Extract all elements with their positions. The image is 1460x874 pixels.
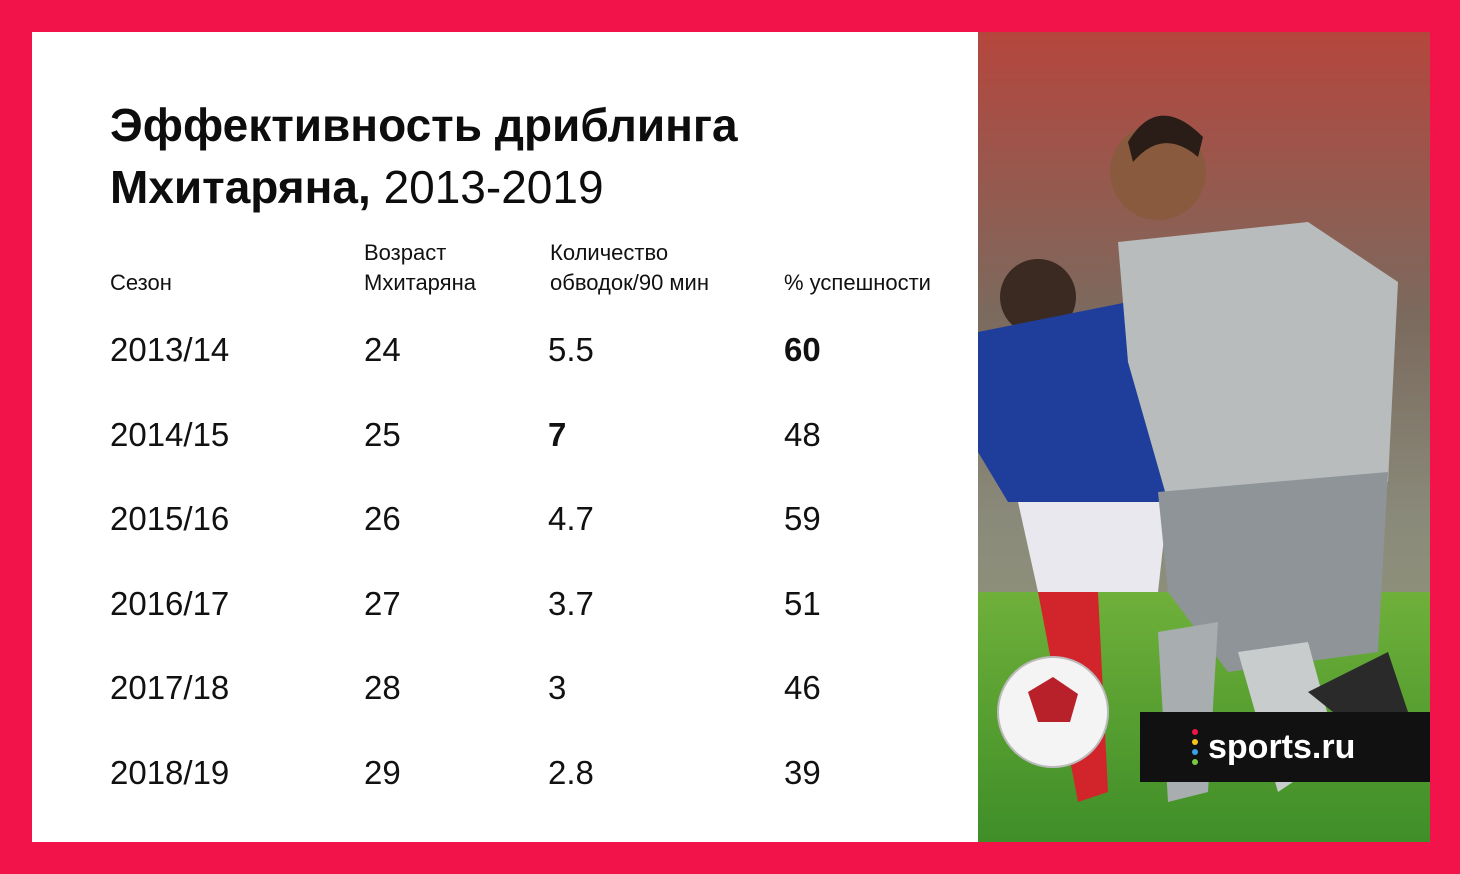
- cell-age: 27: [364, 584, 401, 622]
- header-age: Возраст Мхитаряна: [364, 240, 476, 295]
- cell-season: 2018/19: [110, 753, 230, 791]
- cell-dribbles: 3.7: [548, 584, 594, 622]
- cell-age: 25: [364, 415, 401, 453]
- cell-success: 51: [784, 584, 821, 622]
- logo-dots-icon: [1192, 729, 1198, 765]
- cell-dribbles: 3: [548, 669, 567, 706]
- cell-season: 2013/14: [110, 331, 230, 368]
- cell-age: 28: [364, 669, 401, 706]
- header-success: % успешности: [784, 270, 931, 295]
- logo-text: sports.ru: [1208, 728, 1356, 766]
- title-line-2: Мхитаряна,: [110, 161, 371, 213]
- cell-age: 24: [364, 331, 401, 368]
- title-line-1: Эффективность дриблинга: [110, 99, 738, 151]
- cell-season: 2017/18: [110, 669, 230, 706]
- cell-season: 2014/15: [110, 415, 230, 453]
- cell-dribbles: 4.7: [548, 500, 594, 537]
- title-years: 2013-2019: [383, 161, 604, 213]
- cell-success: 46: [784, 669, 821, 706]
- cell-season: 2015/16: [110, 500, 230, 537]
- cell-success: 60: [784, 331, 821, 368]
- cell-dribbles: 2.8: [548, 753, 594, 791]
- cell-success: 39: [784, 753, 821, 791]
- cell-success: 59: [784, 500, 821, 537]
- cell-season: 2016/17: [110, 584, 230, 622]
- header-season: Сезон: [110, 270, 172, 295]
- header-dribbles: Количество обводок/90 мин: [550, 240, 709, 295]
- stats-panel: Эффективность дриблинга Мхитаряна, 2013-…: [32, 32, 978, 842]
- cell-age: 26: [364, 500, 401, 537]
- cell-dribbles: 7: [548, 415, 567, 453]
- cell-success: 48: [784, 415, 821, 453]
- sports-ru-logo: sports.ru: [1140, 712, 1430, 782]
- cell-dribbles: 5.5: [548, 331, 594, 368]
- cell-age: 29: [364, 753, 401, 791]
- page-title: Эффективность дриблинга Мхитаряна, 2013-…: [110, 94, 738, 218]
